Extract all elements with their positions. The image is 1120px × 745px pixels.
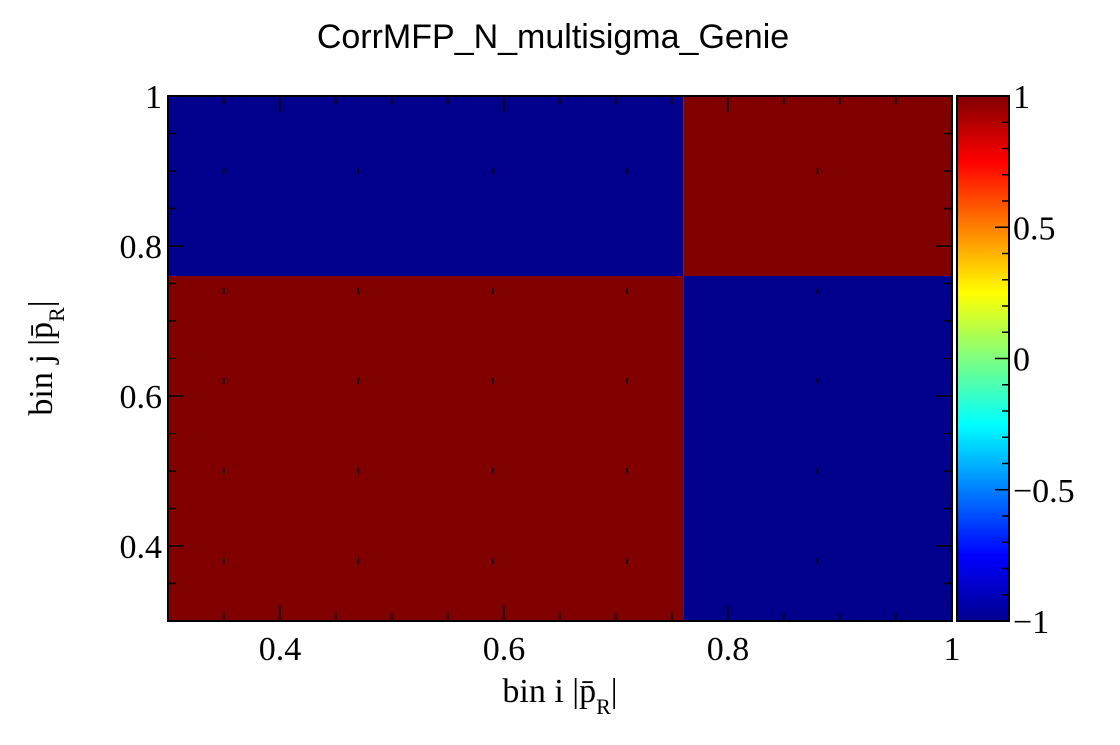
y-axis-label: bin j |p̄R|	[23, 300, 69, 415]
colorbar-tick-label: −1	[1013, 604, 1049, 641]
heatmap-cell	[168, 96, 684, 276]
x-axis-ticks: 0.4 0.6 0.8 1	[167, 96, 961, 668]
y-axis-label-main: bin j |p̄	[23, 322, 60, 416]
heatmap-cell	[683, 96, 952, 276]
y-tick-label: 0.4	[120, 529, 163, 566]
x-axis-label-end: |	[611, 673, 618, 710]
y-tick-label: 0.6	[120, 379, 163, 416]
heatmap-cells	[168, 96, 952, 621]
heatmap-cell	[683, 276, 952, 621]
y-axis-label-subscript: R	[44, 307, 69, 322]
bin-center-markers	[223, 168, 819, 564]
x-axis-label-subscript: R	[596, 694, 611, 719]
x-axis-label-main: bin i |p̄	[502, 673, 596, 710]
colorbar-tick-label: −0.5	[1013, 473, 1075, 510]
chart-title: CorrMFP_N_multisigma_Genie	[317, 18, 789, 56]
colorbar-ticks: 1 0.5 0 −0.5 −1	[995, 79, 1075, 641]
x-axis-label: bin i |p̄R|	[502, 673, 617, 719]
heatmap-cell	[168, 276, 684, 621]
y-axis-ticks: 0.4 0.6 0.8 1	[120, 79, 952, 622]
y-axis-label-end: |	[23, 300, 60, 307]
x-tick-label: 1	[944, 631, 961, 668]
colorbar-tick-label: 1	[1013, 79, 1030, 116]
y-tick-label: 1	[145, 79, 162, 116]
x-tick-label: 0.8	[707, 631, 750, 668]
x-tick-label: 0.6	[483, 631, 526, 668]
x-tick-label: 0.4	[259, 631, 302, 668]
colorbar-tick-label: 0.5	[1013, 210, 1056, 247]
colorbar-tick-label: 0	[1013, 342, 1030, 379]
y-tick-label: 0.8	[120, 229, 163, 266]
